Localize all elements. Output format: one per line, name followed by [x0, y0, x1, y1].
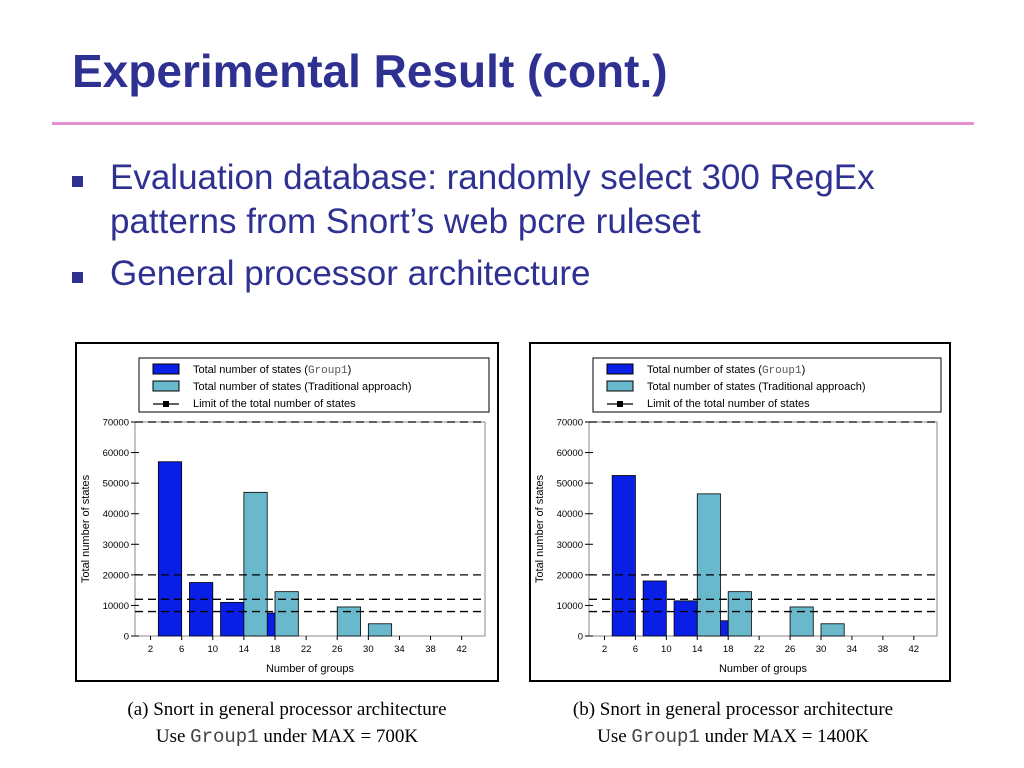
- y-tick-label: 20000: [557, 570, 583, 581]
- y-tick-label: 60000: [103, 448, 129, 459]
- y-tick-label: 40000: [103, 509, 129, 520]
- x-tick-label: 38: [878, 644, 889, 655]
- x-tick-label: 42: [909, 644, 920, 655]
- y-tick-label: 50000: [103, 479, 129, 490]
- legend-label-traditional: Total number of states (Traditional appr…: [193, 381, 411, 393]
- x-tick-label: 26: [785, 644, 796, 655]
- legend-swatch-traditional: [606, 380, 634, 392]
- chart-a: Total number of states (Group1) Total num…: [80, 357, 490, 675]
- x-tick-label: 22: [301, 644, 312, 655]
- y-tick-label: 30000: [103, 540, 129, 551]
- x-axis-label: Number of groups: [266, 663, 355, 675]
- legend-limit-marker: [617, 401, 623, 407]
- bar-group1: [642, 580, 667, 637]
- x-tick-label: 34: [847, 644, 858, 655]
- plot-area: [134, 421, 486, 637]
- bar-traditional: [274, 591, 299, 637]
- caption-a-rest: under MAX = 700K: [263, 726, 419, 747]
- y-tick-label: 50000: [557, 479, 583, 490]
- x-tick-label: 34: [394, 644, 405, 655]
- bar-traditional: [696, 493, 721, 637]
- y-tick-label: 10000: [103, 601, 129, 612]
- x-tick-label: 30: [816, 644, 827, 655]
- caption-a-code: Group1: [190, 726, 259, 748]
- caption-b-code: Group1: [631, 726, 700, 748]
- x-tick-label: 6: [633, 644, 638, 655]
- bar-traditional: [789, 606, 814, 637]
- caption-b-line1: (b) Snort in general processor architect…: [572, 699, 894, 720]
- caption-b-line2: Use Group1 under MAX = 1400K: [498, 723, 968, 751]
- bullet-square-icon: [72, 272, 83, 283]
- x-tick-label: 2: [602, 644, 607, 655]
- x-tick-label: 26: [332, 644, 343, 655]
- x-tick-label: 14: [239, 644, 250, 655]
- x-tick-label: 18: [723, 644, 734, 655]
- y-tick-label: 0: [124, 632, 129, 643]
- y-tick-label: 70000: [557, 418, 583, 429]
- legend-swatch-traditional: [152, 380, 180, 392]
- x-tick-label: 30: [363, 644, 374, 655]
- bullet-item: Evaluation database: randomly select 300…: [72, 156, 972, 244]
- legend-swatch-group1: [606, 363, 634, 375]
- caption-b-rest: under MAX = 1400K: [704, 726, 869, 747]
- y-tick-label: 20000: [103, 570, 129, 581]
- bullet-item: General processor architecture: [72, 252, 972, 296]
- x-tick-label: 14: [692, 644, 703, 655]
- caption-b-use: Use: [597, 726, 627, 747]
- y-axis-label: Total number of states: [80, 474, 92, 583]
- bar-traditional: [243, 491, 268, 637]
- legend-box: [138, 357, 490, 413]
- x-tick-label: 6: [179, 644, 184, 655]
- plot-area: [588, 421, 938, 637]
- legend-label-limit: Limit of the total number of states: [647, 398, 810, 410]
- bar-traditional: [367, 623, 393, 637]
- x-tick-label: 10: [661, 644, 672, 655]
- bar-traditional: [727, 591, 752, 637]
- bar-traditional: [336, 606, 361, 637]
- y-tick-label: 30000: [557, 540, 583, 551]
- legend-label-limit: Limit of the total number of states: [193, 398, 356, 410]
- y-tick-label: 10000: [557, 601, 583, 612]
- legend-label-traditional: Total number of states (Traditional appr…: [647, 381, 865, 393]
- bar-traditional: [820, 623, 845, 637]
- chart-b: Total number of states (Group1) Total num…: [534, 357, 942, 675]
- caption-a: (a) Snort in general processor architect…: [52, 696, 522, 751]
- bar-group1: [220, 601, 245, 637]
- bullet-text: Evaluation database: randomly select 300…: [110, 158, 875, 241]
- chart-b-frame: Total number of states (Group1) Total num…: [529, 342, 951, 682]
- bar-group1: [189, 582, 214, 637]
- legend-limit-marker: [163, 401, 169, 407]
- x-tick-label: 38: [425, 644, 436, 655]
- caption-b: (b) Snort in general processor architect…: [498, 696, 968, 751]
- y-tick-label: 0: [578, 632, 583, 643]
- legend-label-group1: Total number of states (Group1): [193, 364, 351, 377]
- caption-a-use: Use: [155, 726, 186, 747]
- caption-a-line2: Use Group1 under MAX = 700K: [52, 723, 522, 751]
- title-divider: [52, 122, 974, 125]
- x-tick-label: 42: [456, 644, 467, 655]
- bullet-list: Evaluation database: randomly select 300…: [72, 156, 972, 304]
- y-axis-label: Total number of states: [534, 474, 546, 583]
- bar-group1: [673, 600, 698, 637]
- legend-label-group1: Total number of states (Group1): [647, 364, 805, 377]
- y-tick-label: 60000: [557, 448, 583, 459]
- x-tick-label: 18: [270, 644, 281, 655]
- slide-title: Experimental Result (cont.): [72, 45, 668, 97]
- bar-group1: [157, 461, 183, 637]
- bar-group1: [611, 475, 636, 637]
- legend-swatch-group1: [152, 363, 180, 375]
- x-tick-label: 2: [148, 644, 153, 655]
- x-tick-label: 22: [754, 644, 765, 655]
- y-tick-label: 70000: [103, 418, 129, 429]
- x-axis-label: Number of groups: [719, 663, 808, 675]
- x-tick-label: 10: [207, 644, 218, 655]
- chart-a-frame: Total number of states (Group1) Total num…: [75, 342, 499, 682]
- legend-box: [592, 357, 942, 413]
- bullet-text: General processor architecture: [110, 254, 591, 293]
- y-tick-label: 40000: [557, 509, 583, 520]
- bullet-square-icon: [72, 176, 83, 187]
- caption-a-line1: (a) Snort in general processor architect…: [127, 699, 447, 720]
